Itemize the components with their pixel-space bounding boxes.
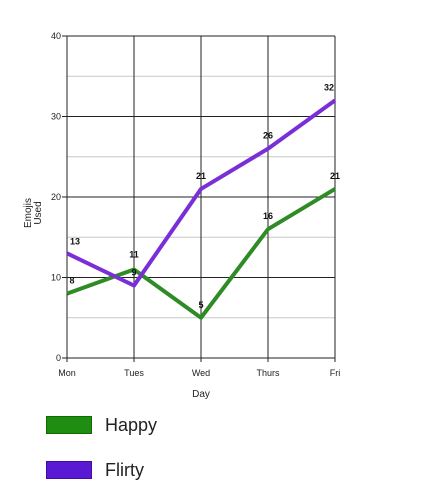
legend: Happy Flirty [46,414,157,504]
y-axis-title-line1: Emojis [23,198,34,228]
y-axis-title-line2: Used [33,201,44,224]
data-label-flirty: 32 [324,82,334,92]
y-tick-label: 40 [51,31,61,41]
data-label-happy: 8 [69,276,74,286]
data-label-happy: 21 [330,171,340,181]
x-tick-label: Fri [330,368,341,378]
data-labels: 8 11 5 16 21 13 9 21 26 32 [69,82,340,309]
legend-item-flirty: Flirty [46,459,157,481]
series-line-flirty [66,98,337,288]
grid [66,35,336,362]
x-tick-label: Mon [58,368,76,378]
data-label-flirty: 13 [70,236,80,246]
series [66,98,337,320]
legend-swatch-happy [46,416,92,434]
data-label-happy: 5 [198,300,203,310]
x-tick-label: Wed [192,368,210,378]
legend-label-happy: Happy [105,414,158,435]
data-label-flirty: 21 [196,171,206,181]
y-tick-label: 10 [51,273,61,283]
legend-label-flirty: Flirty [105,459,144,480]
x-tick-label: Tues [124,368,144,378]
y-tick-label: 20 [51,192,61,202]
x-axis-title: Day [192,389,210,400]
legend-swatch-flirty [46,461,92,479]
data-label-happy: 11 [129,249,139,259]
y-tick-label: 0 [56,353,61,363]
line-chart: 0 10 20 30 40 Mon Tues Wed Thurs Fri 8 11 5 16 21 13 9 2… [23,31,340,400]
data-label-flirty: 9 [131,268,136,278]
axes: 0 10 20 30 40 Mon Tues Wed Thurs Fri [51,31,340,378]
series-line-happy [66,187,337,320]
y-tick-label: 30 [51,112,61,122]
data-label-happy: 16 [263,211,273,221]
x-tick-label: Thurs [256,368,280,378]
legend-item-happy: Happy [46,414,157,436]
data-label-flirty: 26 [263,131,273,141]
